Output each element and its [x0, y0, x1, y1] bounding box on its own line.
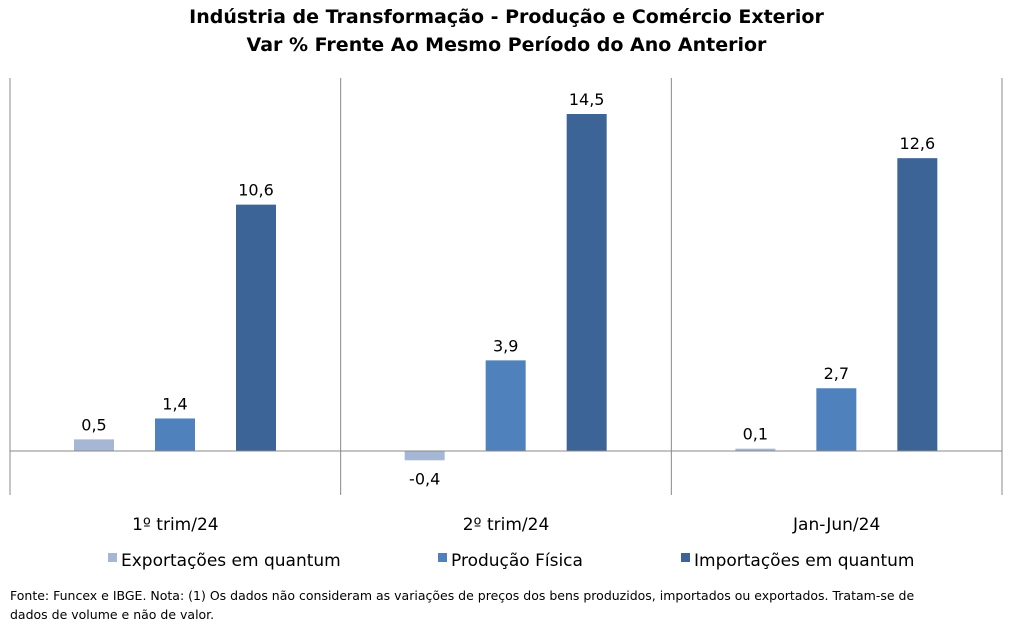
bar — [485, 360, 526, 451]
bar — [236, 204, 276, 451]
chart-title: Indústria de Transformação - Produção e … — [189, 6, 824, 28]
data-label: 14,5 — [569, 90, 605, 109]
chart-subtitle: Var % Frente Ao Mesmo Período do Ano Ant… — [246, 34, 767, 56]
category-label: 2º trim/24 — [463, 515, 550, 535]
category-label: 1º trim/24 — [132, 515, 219, 535]
data-label: 10,6 — [238, 181, 274, 200]
data-label: 3,9 — [493, 336, 518, 355]
bar — [155, 418, 195, 451]
bar — [404, 451, 445, 461]
bar — [566, 114, 607, 451]
data-label: 12,6 — [900, 134, 936, 153]
data-label: 1,4 — [162, 394, 187, 413]
data-label: 0,1 — [743, 425, 768, 444]
legend-swatch — [438, 553, 447, 562]
bar — [74, 439, 114, 451]
legend-label: Exportações em quantum — [121, 551, 341, 571]
bar — [816, 388, 857, 451]
legend-label: Produção Física — [451, 551, 583, 571]
bar — [897, 158, 938, 451]
legend-swatch — [681, 553, 690, 562]
legend-swatch — [108, 553, 117, 562]
data-label: 2,7 — [824, 364, 849, 383]
data-label: 0,5 — [81, 415, 106, 434]
data-label: -0,4 — [409, 469, 440, 488]
footnote-line-1: Fonte: Funcex e IBGE. Nota: (1) Os dados… — [10, 588, 915, 603]
category-label: Jan-Jun/24 — [792, 515, 880, 535]
footnote-line-2: dados de volume e não de valor. — [10, 607, 215, 622]
legend-label: Importações em quantum — [694, 551, 915, 571]
bar — [735, 448, 776, 451]
